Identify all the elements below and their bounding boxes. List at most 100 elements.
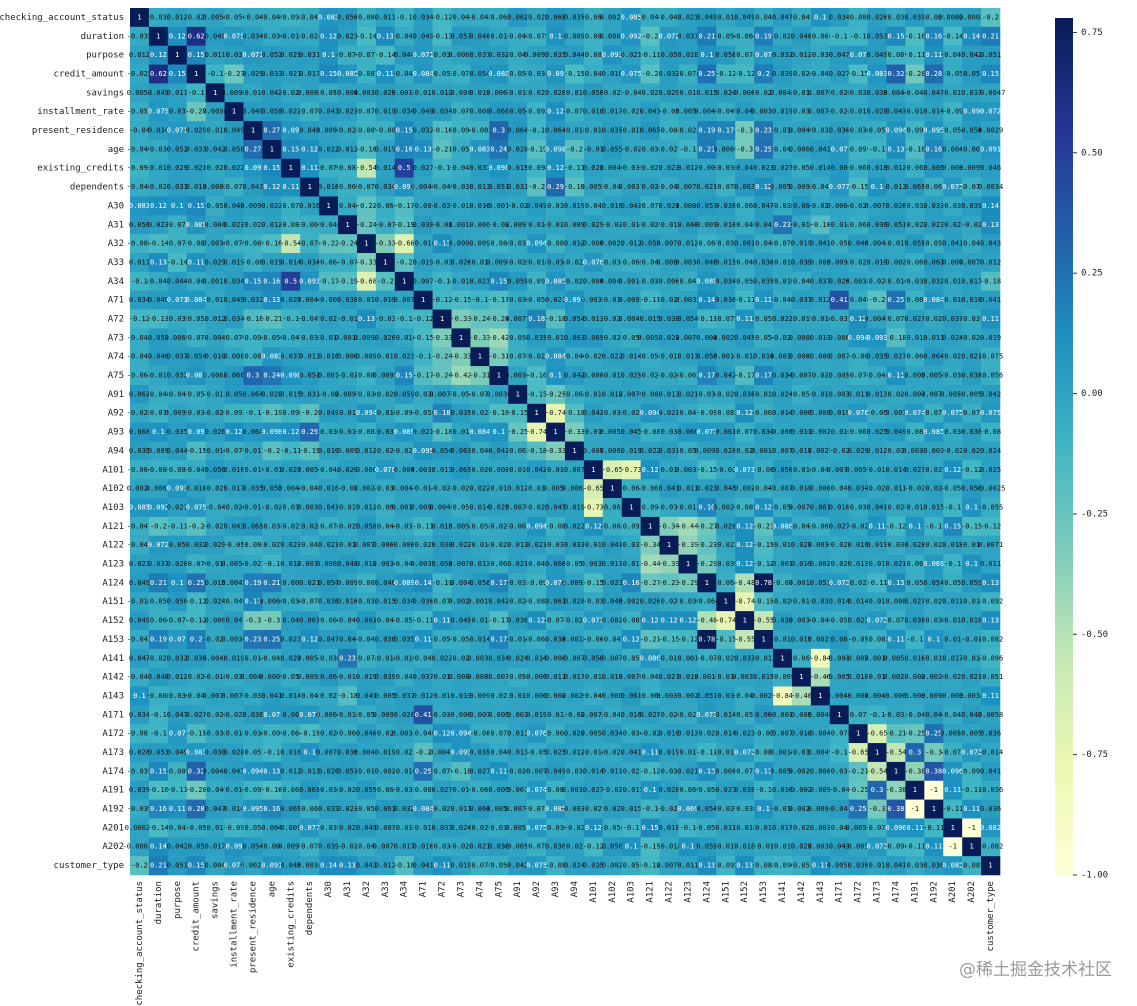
cell-value-label: 0.1 [682, 843, 695, 851]
cell-value-label: 0.034 [488, 654, 509, 662]
heatmap-cell [697, 64, 717, 84]
heatmap-cell [262, 26, 282, 46]
cell-value-label: 0.3 [247, 372, 260, 380]
y-tick-label: A74 [108, 352, 124, 362]
heatmap-cell [754, 64, 774, 84]
heatmap-cell [262, 8, 282, 28]
cell-value-label: 1 [326, 202, 330, 210]
heatmap-cell [621, 139, 641, 160]
cell-value-label: 0.017 [223, 485, 244, 493]
cell-value-label: 0.023 [753, 164, 774, 172]
x-tick-label: A173 [873, 881, 883, 903]
x-tick-label: A91 [513, 881, 523, 897]
cell-value-label: 0.023 [337, 32, 358, 40]
cell-value-label: 0.12 [642, 617, 659, 625]
heatmap-cell [640, 45, 660, 65]
cell-value-label: 0.06 [282, 711, 299, 719]
heatmap-cell [205, 102, 225, 122]
cell-value-label: 0.019 [356, 673, 377, 681]
cell-value-label: 0.1 [492, 428, 505, 436]
cell-value-label: -0.032 [846, 89, 871, 97]
cell-value-label: -0.081 [846, 13, 871, 21]
heatmap-cell [583, 26, 604, 46]
cell-value-label: -0.19 [526, 145, 547, 153]
cell-value-label: 0.16 [925, 145, 942, 153]
heatmap-cell [451, 64, 471, 84]
heatmap-cell [186, 8, 206, 28]
cell-value-label: 0.036 [961, 428, 982, 436]
heatmap-cell [565, 26, 585, 46]
cell-value-label: 0.035 [602, 127, 623, 135]
heatmap-cell [697, 26, 717, 46]
cell-value-label: -0.12 [961, 466, 982, 474]
x-tick-label: A121 [646, 881, 656, 903]
cell-value-label: 0.093 [867, 334, 888, 342]
cell-value-label: 0.066 [488, 108, 509, 116]
heatmap: 1 -0.0350.012-0.0250.0056-0.056-0.04-0.04… [123, 8, 1005, 876]
heatmap-cell [621, 64, 641, 84]
x-tick-label: present_residence [248, 881, 258, 973]
cell-value-label: -0.036 [259, 32, 284, 40]
cell-value-label: 0.083 [129, 202, 150, 210]
heatmap-cell [773, 26, 793, 46]
cell-value-label: -0.0067 [730, 89, 760, 97]
cell-value-label: -0.046 [846, 296, 871, 304]
cell-value-label: 0.07 [263, 711, 280, 719]
cell-value-label: 0.046 [469, 32, 490, 40]
cell-value-label: 1 [894, 767, 898, 775]
cell-value-label: 0.034 [223, 315, 244, 323]
heatmap-cell [148, 83, 169, 103]
cell-value-label: 0.18 [434, 409, 451, 417]
cell-value-label: 0.014 [810, 164, 831, 172]
cell-value-label: 0.016 [583, 108, 604, 116]
cell-value-label: 0.027 [715, 786, 736, 794]
cell-value-label: 0.15 [282, 145, 299, 153]
cell-value-label: 0.089 [394, 579, 415, 587]
heatmap-cell [981, 102, 1001, 122]
x-tick-label: A172 [854, 881, 864, 903]
cell-value-label: 0.04 [282, 617, 299, 625]
cell-value-label: 0.041 [261, 692, 282, 700]
heatmap-cell [848, 102, 868, 122]
heatmap-cell [867, 8, 887, 28]
heatmap-cell [678, 45, 698, 65]
cell-value-label: 0.1 [701, 51, 714, 59]
x-tick-label: A122 [665, 881, 675, 903]
cell-value-label: 0.096 [885, 824, 906, 832]
cell-value-label: 0.0045 [221, 579, 246, 587]
cell-value-label: 1 [440, 315, 444, 323]
cell-value-label: -0.018 [789, 89, 814, 97]
cell-value-label: 0.0095 [524, 51, 549, 59]
cell-value-label: 0.037 [791, 296, 812, 304]
cell-value-label: -0.015 [675, 89, 700, 97]
cell-value-label: 0.013 [299, 767, 320, 775]
cell-value-label: 0.12 [282, 428, 299, 436]
cell-value-label: 0.16 [150, 805, 167, 813]
y-tick-label: A103 [102, 503, 124, 513]
cell-value-label: -0.54 [356, 164, 377, 172]
cell-value-label: 0.14 [150, 843, 167, 851]
cell-value-label: -0.11 [167, 522, 188, 530]
cell-value-label: -0.15 [450, 296, 471, 304]
cell-value-label: -0.023 [675, 127, 700, 135]
cell-value-label: -0.052 [864, 127, 889, 135]
colorbar: -1.00 -0.75 -0.50 -0.25 0.00 0.25 0.50 0.75 [1055, 18, 1108, 881]
cell-value-label: -0.1 [680, 145, 697, 153]
cell-value-label: -0.12 [980, 522, 1001, 530]
heatmap-cell [130, 45, 150, 65]
cell-value-label: -0.049 [221, 598, 246, 606]
cell-value-label: 0.015 [923, 503, 944, 511]
cell-value-label: -0.3 [245, 617, 262, 625]
cell-value-label: -0.092 [978, 598, 1003, 606]
cell-value-label: -0.035 [429, 51, 454, 59]
heatmap-cell [413, 102, 433, 122]
cell-value-label: 0.025 [867, 428, 888, 436]
cell-value-label: -0.16 [432, 127, 453, 135]
cell-value-label: -0.12 [432, 296, 453, 304]
heatmap-cell [621, 26, 641, 46]
cell-value-label: -0.013 [505, 89, 530, 97]
heatmap-cell [886, 45, 906, 65]
cell-value-label: -0.085 [619, 617, 644, 625]
cell-value-label: 1 [270, 145, 274, 153]
cell-value-label: 0.028 [507, 145, 528, 153]
